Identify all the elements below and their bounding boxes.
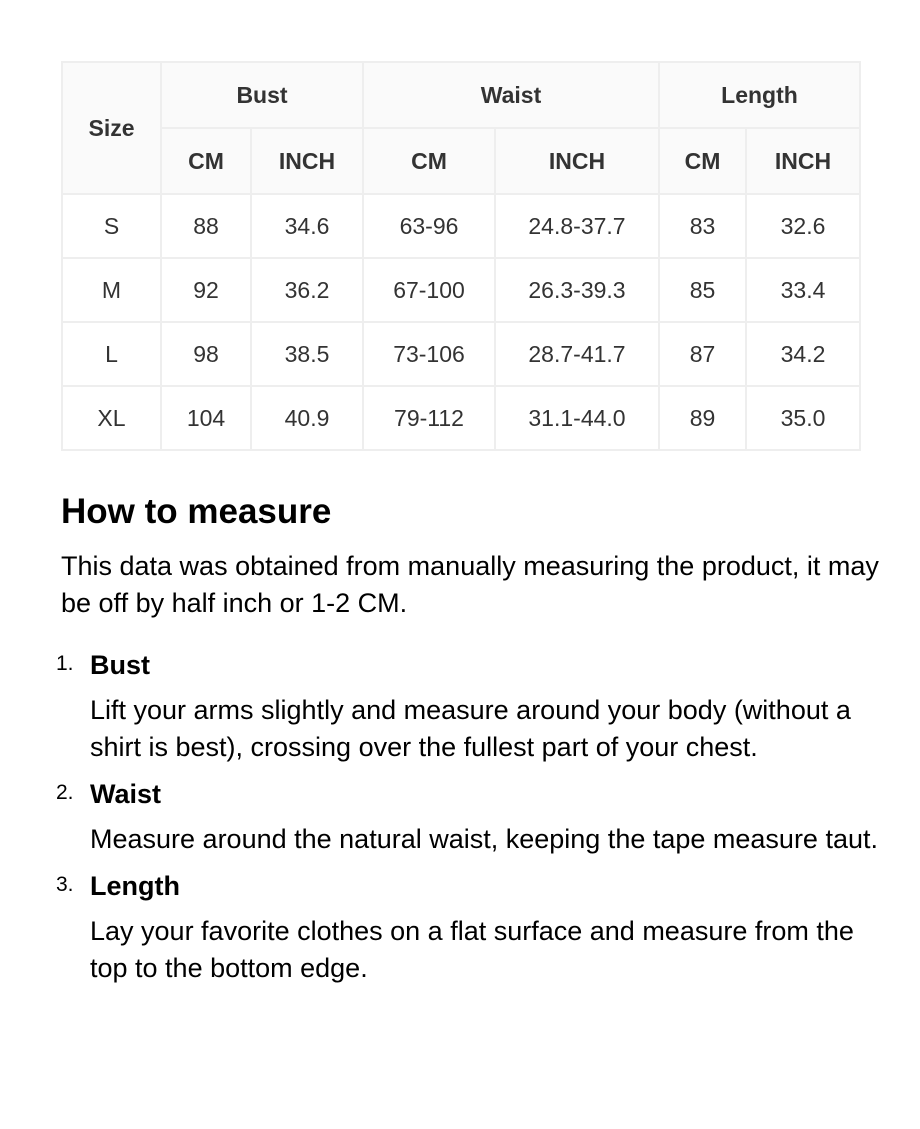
unit-header: INCH xyxy=(250,127,364,195)
size-header: Size xyxy=(61,61,162,195)
table-row: M 92 36.2 67-100 26.3-39.3 85 33.4 xyxy=(61,257,861,323)
item-desc: Lay your favorite clothes on a flat surf… xyxy=(90,916,854,983)
unit-header: CM xyxy=(658,127,747,195)
item-title: Waist xyxy=(90,779,162,809)
item-title: Length xyxy=(90,871,180,901)
item-number: 2. xyxy=(56,781,74,804)
value-cell: 88 xyxy=(160,193,252,259)
list-item: 2. Waist Measure around the natural waist,… xyxy=(56,775,881,858)
item-desc: Measure around the natural waist, keepin… xyxy=(90,824,878,854)
value-cell: 87 xyxy=(658,321,747,387)
size-cell: L xyxy=(61,321,162,387)
value-cell: 26.3-39.3 xyxy=(494,257,660,323)
length-header: Length xyxy=(658,61,861,129)
value-cell: 89 xyxy=(658,385,747,451)
value-cell: 32.6 xyxy=(745,193,861,259)
value-cell: 34.2 xyxy=(745,321,861,387)
value-cell: 28.7-41.7 xyxy=(494,321,660,387)
size-cell: XL xyxy=(61,385,162,451)
value-cell: 92 xyxy=(160,257,252,323)
item-title: Bust xyxy=(90,650,150,680)
value-cell: 34.6 xyxy=(250,193,364,259)
item-desc: Lift your arms slightly and measure arou… xyxy=(90,695,851,762)
size-chart-table: Size Bust Waist Length CM INCH CM INCH C… xyxy=(61,61,861,451)
value-cell: 104 xyxy=(160,385,252,451)
value-cell: 67-100 xyxy=(362,257,496,323)
list-item: 1. Bust Lift your arms slightly and measur… xyxy=(56,646,881,766)
table-row: L 98 38.5 73-106 28.7-41.7 87 34.2 xyxy=(61,321,861,387)
value-cell: 73-106 xyxy=(362,321,496,387)
size-cell: M xyxy=(61,257,162,323)
list-item: 3. Length Lay your favorite clothes on a f… xyxy=(56,867,881,987)
value-cell: 38.5 xyxy=(250,321,364,387)
value-cell: 31.1-44.0 xyxy=(494,385,660,451)
unit-header: INCH xyxy=(494,127,660,195)
value-cell: 85 xyxy=(658,257,747,323)
value-cell: 98 xyxy=(160,321,252,387)
item-number: 3. xyxy=(56,873,74,896)
value-cell: 24.8-37.7 xyxy=(494,193,660,259)
unit-header: CM xyxy=(160,127,252,195)
value-cell: 63-96 xyxy=(362,193,496,259)
measure-list: 1. Bust Lift your arms slightly and measur… xyxy=(56,646,881,996)
value-cell: 35.0 xyxy=(745,385,861,451)
table-row: S 88 34.6 63-96 24.8-37.7 83 32.6 xyxy=(61,193,861,259)
how-to-measure-title: How to measure xyxy=(61,492,332,531)
value-cell: 40.9 xyxy=(250,385,364,451)
table-row: XL 104 40.9 79-112 31.1-44.0 89 35.0 xyxy=(61,385,861,451)
intro-text: This data was obtained from manually mea… xyxy=(61,551,879,618)
value-cell: 36.2 xyxy=(250,257,364,323)
waist-header: Waist xyxy=(362,61,660,129)
size-cell: S xyxy=(61,193,162,259)
item-number: 1. xyxy=(56,652,74,675)
bust-header: Bust xyxy=(160,61,364,129)
value-cell: 33.4 xyxy=(745,257,861,323)
unit-header: CM xyxy=(362,127,496,195)
value-cell: 79-112 xyxy=(362,385,496,451)
value-cell: 83 xyxy=(658,193,747,259)
unit-header: INCH xyxy=(745,127,861,195)
